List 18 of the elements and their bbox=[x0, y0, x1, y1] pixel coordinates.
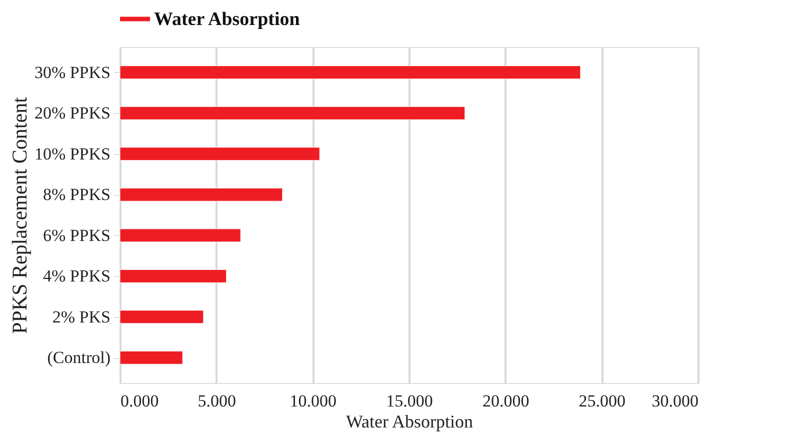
y-tick-label: 4% PPKS bbox=[42, 266, 110, 286]
x-axis-title: Water Absorption bbox=[346, 412, 474, 432]
y-tick-label: 2% PKS bbox=[52, 307, 110, 326]
y-tick-label: 10% PPKS bbox=[34, 144, 110, 164]
y-tick-label: 8% PPKS bbox=[42, 185, 110, 204]
x-tick-label: 25.000 bbox=[578, 392, 626, 410]
y-axis-title: PPKS Replacement Content bbox=[7, 96, 32, 334]
x-tick-label: 0.000 bbox=[120, 392, 159, 410]
y-tick-label: 30% PPKS bbox=[34, 62, 110, 82]
legend-label: Water Absorption bbox=[154, 9, 300, 30]
y-tick-label: 6% PPKS bbox=[42, 226, 110, 245]
y-tick-label: (Control) bbox=[47, 348, 110, 368]
x-tick-label: 15.000 bbox=[386, 392, 433, 410]
x-tick-label: 10.000 bbox=[290, 392, 337, 410]
x-tick-label: 5.000 bbox=[198, 392, 236, 410]
x-tick-label: 20.000 bbox=[482, 392, 530, 410]
x-tick-label: 30.000 bbox=[652, 392, 698, 410]
y-tick-label: 20% PPKS bbox=[34, 104, 110, 123]
